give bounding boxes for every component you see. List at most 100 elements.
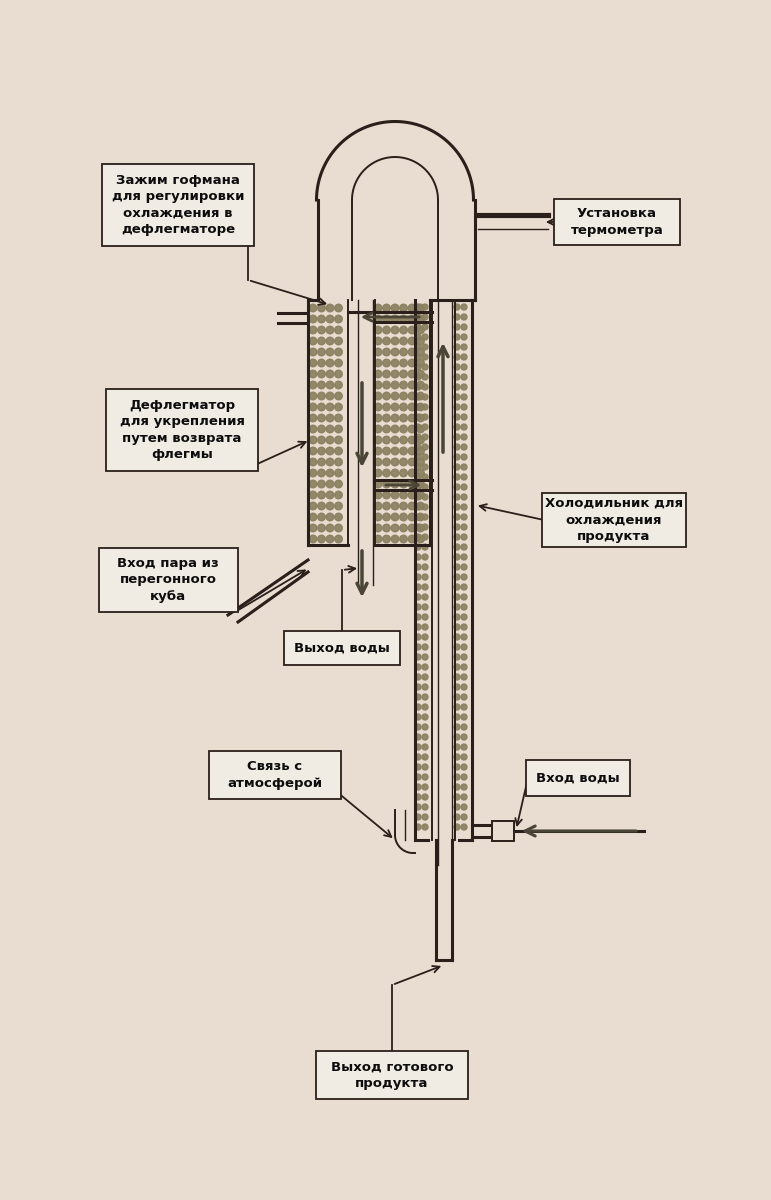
Circle shape [408,458,416,466]
Circle shape [454,594,460,600]
FancyBboxPatch shape [526,760,630,796]
Circle shape [326,359,334,367]
Circle shape [461,604,467,610]
Circle shape [416,535,424,542]
Circle shape [461,714,467,720]
Circle shape [408,480,416,487]
Circle shape [461,314,467,320]
Circle shape [422,444,428,450]
Circle shape [335,316,342,323]
Circle shape [461,564,467,570]
Circle shape [422,774,428,780]
Circle shape [454,334,460,340]
Circle shape [399,480,407,487]
Circle shape [415,474,421,480]
Circle shape [461,824,467,830]
Circle shape [391,359,399,367]
Circle shape [415,754,421,760]
Circle shape [454,714,460,720]
Circle shape [454,444,460,450]
Circle shape [461,374,467,380]
Circle shape [454,524,460,530]
Circle shape [454,554,460,560]
Circle shape [309,414,317,421]
Circle shape [454,384,460,390]
Circle shape [454,364,460,370]
Bar [492,821,514,841]
Circle shape [461,634,467,640]
Circle shape [335,403,342,410]
Circle shape [422,764,428,770]
FancyBboxPatch shape [102,164,254,246]
Circle shape [422,544,428,550]
Circle shape [454,534,460,540]
Circle shape [422,564,428,570]
Circle shape [391,326,399,334]
Circle shape [391,480,399,487]
Circle shape [391,403,399,410]
Circle shape [422,784,428,790]
Circle shape [422,414,428,420]
Circle shape [422,594,428,600]
FancyBboxPatch shape [284,631,400,665]
Circle shape [415,484,421,490]
Circle shape [382,403,390,410]
Circle shape [382,535,390,542]
Circle shape [454,684,460,690]
Circle shape [454,354,460,360]
Circle shape [326,348,334,355]
Circle shape [408,502,416,510]
Circle shape [408,414,416,421]
Circle shape [461,734,467,740]
Circle shape [454,664,460,670]
Circle shape [415,304,421,310]
Circle shape [422,494,428,500]
Circle shape [415,394,421,400]
Circle shape [391,514,399,521]
Circle shape [454,564,460,570]
Circle shape [415,314,421,320]
Circle shape [374,535,382,542]
Circle shape [415,334,421,340]
Circle shape [415,384,421,390]
Circle shape [415,534,421,540]
Circle shape [326,326,334,334]
Circle shape [454,704,460,710]
Circle shape [422,614,428,620]
Circle shape [408,382,416,389]
Circle shape [415,494,421,500]
Circle shape [461,674,467,680]
Circle shape [461,584,467,590]
Circle shape [422,704,428,710]
Circle shape [415,664,421,670]
Circle shape [374,491,382,499]
Circle shape [374,502,382,510]
Circle shape [374,359,382,367]
Circle shape [454,604,460,610]
Circle shape [415,634,421,640]
Circle shape [422,424,428,430]
Circle shape [415,544,421,550]
Circle shape [408,524,416,532]
Circle shape [415,344,421,350]
Circle shape [399,491,407,499]
Circle shape [415,694,421,700]
Circle shape [335,370,342,378]
Circle shape [382,425,390,433]
Circle shape [382,392,390,400]
Circle shape [408,304,416,312]
Circle shape [415,454,421,460]
Text: Зажим гофмана
для регулировки
охлаждения в
дефлегматоре: Зажим гофмана для регулировки охлаждения… [112,174,244,236]
Circle shape [461,534,467,540]
Circle shape [399,414,407,421]
Circle shape [408,370,416,378]
Circle shape [374,337,382,344]
Circle shape [422,664,428,670]
Circle shape [391,502,399,510]
Circle shape [415,734,421,740]
Circle shape [416,524,424,532]
Circle shape [309,316,317,323]
Circle shape [391,458,399,466]
Circle shape [461,454,467,460]
Circle shape [454,794,460,800]
